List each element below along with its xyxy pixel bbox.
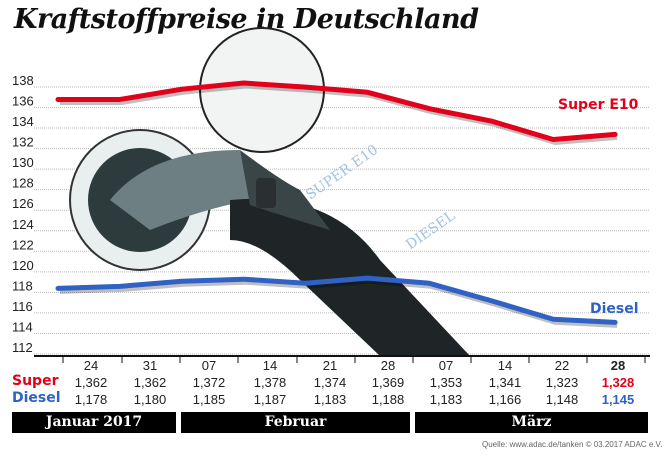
legend-diesel: Diesel (590, 301, 639, 317)
super-price-cell: 1,362 (133, 375, 167, 390)
month-januar: Januar 2017 (12, 412, 176, 433)
x-tick-label: 07 (201, 358, 217, 373)
y-tick-label: 132 (12, 135, 34, 150)
y-tick-label: 118 (12, 278, 33, 293)
diesel-price-cell: 1,178 (74, 392, 108, 407)
y-tick-label: 116 (12, 299, 33, 314)
source-note: Quelle: www.adac.de/tanken © 03.2017 ADA… (482, 440, 663, 449)
super-price-cell: 1,374 (313, 375, 347, 390)
x-tick-label: 14 (497, 358, 513, 373)
diesel-price-cell: 1,166 (488, 392, 522, 407)
y-tick-label: 126 (12, 196, 34, 211)
x-tick-label: 28 (380, 358, 396, 373)
y-tick-label: 128 (12, 176, 34, 191)
super-price-cell: 1,353 (429, 375, 463, 390)
y-tick-label: 130 (12, 155, 34, 170)
y-tick-label: 124 (12, 217, 34, 232)
series-line-super-e10 (55, 80, 618, 143)
diesel-price-cell: 1,145 (601, 392, 635, 407)
diesel-price-cell: 1,183 (313, 392, 347, 407)
x-tick-label: 14 (262, 358, 278, 373)
diesel-price-cell: 1,187 (253, 392, 287, 407)
y-tick-label: 114 (12, 319, 33, 334)
month-maerz: März (415, 412, 648, 433)
x-tick-label: 07 (438, 358, 454, 373)
decor-diesel-text: DIESEL (403, 208, 458, 253)
y-tick-label: 120 (12, 258, 34, 273)
super-price-cell: 1,362 (74, 375, 108, 390)
y-tick-label: 134 (12, 114, 34, 129)
super-price-cell: 1,369 (371, 375, 405, 390)
x-tick-label: 24 (83, 358, 99, 373)
row-label-super: Super (12, 373, 59, 389)
y-tick-label: 122 (12, 237, 34, 252)
legend-super-e10: Super E10 (558, 97, 639, 113)
row-label-diesel: Diesel (12, 390, 61, 406)
super-price-cell: 1,378 (253, 375, 287, 390)
month-februar: Februar (181, 412, 410, 433)
fuel-nozzle-illustration: SUPER E10 DIESEL (69, 27, 470, 356)
y-tick-label: 138 (12, 73, 34, 88)
diesel-price-cell: 1,188 (371, 392, 405, 407)
super-price-cell: 1,328 (601, 375, 635, 390)
x-tick-label: 22 (554, 358, 570, 373)
y-tick-label: 112 (12, 340, 33, 355)
super-price-cell: 1,372 (192, 375, 226, 390)
x-tick-label: 28 (610, 358, 626, 373)
decor-super-e10-text: SUPER E10 (303, 142, 381, 203)
diesel-price-cell: 1,180 (133, 392, 167, 407)
x-tick-label: 31 (142, 358, 158, 373)
x-tick-label: 21 (322, 358, 338, 373)
diesel-price-cell: 1,148 (545, 392, 579, 407)
diesel-price-cell: 1,183 (429, 392, 463, 407)
super-price-cell: 1,323 (545, 375, 579, 390)
y-tick-label: 136 (12, 94, 34, 109)
super-price-cell: 1,341 (488, 375, 522, 390)
series-line-diesel (55, 275, 618, 325)
diesel-price-cell: 1,185 (192, 392, 226, 407)
